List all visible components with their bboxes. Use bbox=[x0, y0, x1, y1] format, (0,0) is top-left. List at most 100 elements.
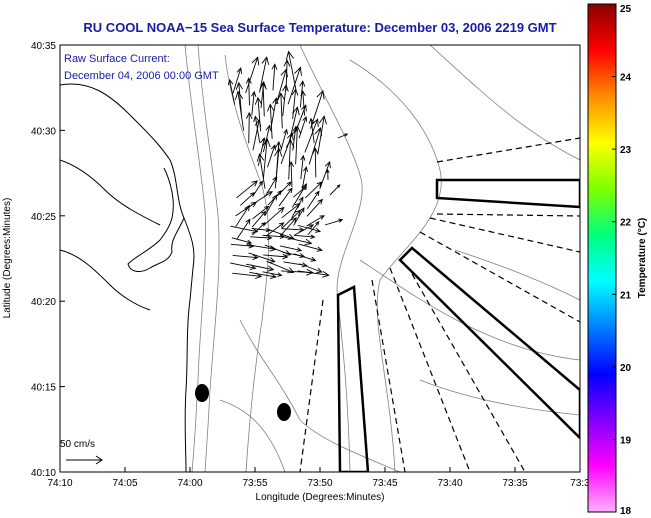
current-vector bbox=[237, 91, 245, 131]
current-vector bbox=[281, 203, 301, 219]
shipping-lanes bbox=[299, 137, 580, 472]
current-vector-head bbox=[308, 117, 315, 124]
current-vector bbox=[229, 79, 236, 105]
current-vector-head bbox=[280, 68, 288, 78]
current-vector bbox=[248, 112, 250, 144]
colorbar-tick-label: 20 bbox=[620, 363, 632, 374]
current-vector-head bbox=[244, 204, 250, 212]
current-vector-head bbox=[266, 235, 273, 241]
current-vector bbox=[302, 91, 306, 116]
current-vector-head bbox=[314, 127, 323, 137]
current-vector-head bbox=[266, 103, 275, 112]
current-vector-head bbox=[272, 176, 278, 183]
current-vector-head bbox=[310, 234, 316, 239]
current-vector-head bbox=[294, 66, 302, 76]
current-vector-head bbox=[287, 267, 295, 274]
colorbar-tick-label: 25 bbox=[620, 4, 632, 15]
current-vector bbox=[250, 236, 272, 239]
current-vector-head bbox=[285, 138, 295, 148]
current-vector bbox=[262, 82, 265, 117]
current-vector-head bbox=[304, 238, 313, 246]
current-vector bbox=[294, 234, 315, 238]
current-vector bbox=[248, 252, 275, 263]
current-vector-head bbox=[246, 239, 253, 245]
colorbar-tick-label: 24 bbox=[620, 73, 632, 84]
current-vector-head bbox=[318, 115, 327, 125]
current-vector bbox=[230, 225, 258, 233]
current-vector-head bbox=[259, 81, 267, 90]
current-vector-head bbox=[317, 198, 324, 205]
current-vector-head bbox=[292, 106, 300, 116]
current-vector-head bbox=[266, 191, 273, 197]
current-vector bbox=[280, 129, 288, 151]
current-vector bbox=[277, 181, 292, 196]
current-vector-head bbox=[288, 160, 295, 168]
current-vector bbox=[267, 145, 276, 168]
current-vector bbox=[290, 161, 293, 187]
current-vector bbox=[235, 205, 250, 227]
current-vector bbox=[280, 93, 283, 129]
current-vector-head bbox=[302, 116, 308, 122]
current-vector bbox=[270, 98, 277, 127]
current-vector-head bbox=[291, 88, 299, 96]
current-vector bbox=[288, 139, 291, 180]
current-vector-head bbox=[316, 246, 323, 252]
current-vector bbox=[280, 245, 302, 251]
current-vector bbox=[262, 125, 271, 153]
current-vector-head bbox=[277, 92, 285, 101]
current-vector bbox=[310, 90, 324, 129]
current-vector bbox=[337, 133, 348, 139]
colorbar-ticks: 25 24 23 22 21 20 19 18 bbox=[612, 3, 632, 517]
current-vector-head bbox=[299, 80, 306, 87]
current-vector bbox=[293, 253, 316, 261]
current-vector-head bbox=[277, 190, 282, 196]
current-vector bbox=[272, 64, 276, 91]
current-vector bbox=[307, 221, 320, 236]
current-vector-head bbox=[250, 201, 258, 208]
current-vector-head bbox=[254, 96, 263, 105]
current-vector-head bbox=[312, 147, 319, 155]
current-vector bbox=[282, 85, 287, 116]
current-vector-head bbox=[251, 90, 257, 97]
x-tick-label: 73:3 bbox=[570, 478, 590, 489]
current-vector bbox=[329, 184, 341, 196]
current-vector bbox=[266, 228, 295, 240]
current-vector bbox=[298, 243, 323, 251]
current-vector bbox=[304, 119, 319, 153]
current-vector-head bbox=[316, 89, 325, 100]
current-vector bbox=[246, 244, 276, 250]
current-vector-head bbox=[322, 271, 330, 278]
current-vector-head bbox=[227, 78, 234, 86]
current-vector-head bbox=[248, 243, 255, 249]
current-vector bbox=[306, 215, 325, 227]
current-vector-head bbox=[272, 97, 279, 105]
land-feature-north bbox=[195, 384, 209, 402]
y-axis-label: Latitude (Degrees:Minutes) bbox=[2, 198, 13, 319]
x-tick-label: 73:45 bbox=[372, 478, 397, 489]
current-vector-head bbox=[236, 67, 243, 74]
current-vector-head bbox=[234, 90, 244, 100]
current-vector bbox=[262, 138, 268, 179]
x-tick-label: 73:35 bbox=[502, 478, 527, 489]
colorbar-tick-label: 22 bbox=[620, 218, 632, 229]
current-vector bbox=[262, 271, 282, 276]
current-vector-head bbox=[302, 166, 308, 173]
current-vector-head bbox=[254, 119, 262, 127]
current-vector-head bbox=[314, 227, 322, 233]
surface-current-vectors bbox=[227, 50, 349, 279]
current-vector bbox=[278, 187, 293, 207]
current-vector bbox=[230, 262, 256, 269]
current-vector bbox=[232, 68, 242, 94]
current-vector bbox=[288, 107, 298, 144]
colorbar bbox=[587, 3, 617, 513]
current-vector bbox=[297, 270, 329, 276]
current-vector bbox=[280, 217, 297, 237]
x-tick-label: 74:10 bbox=[47, 478, 72, 489]
current-vector-head bbox=[291, 217, 297, 224]
current-vector bbox=[230, 243, 254, 247]
current-vector-head bbox=[278, 222, 285, 228]
current-vector-head bbox=[252, 254, 259, 261]
current-vector bbox=[319, 161, 331, 190]
colorbar-tick-label: 21 bbox=[620, 290, 632, 301]
